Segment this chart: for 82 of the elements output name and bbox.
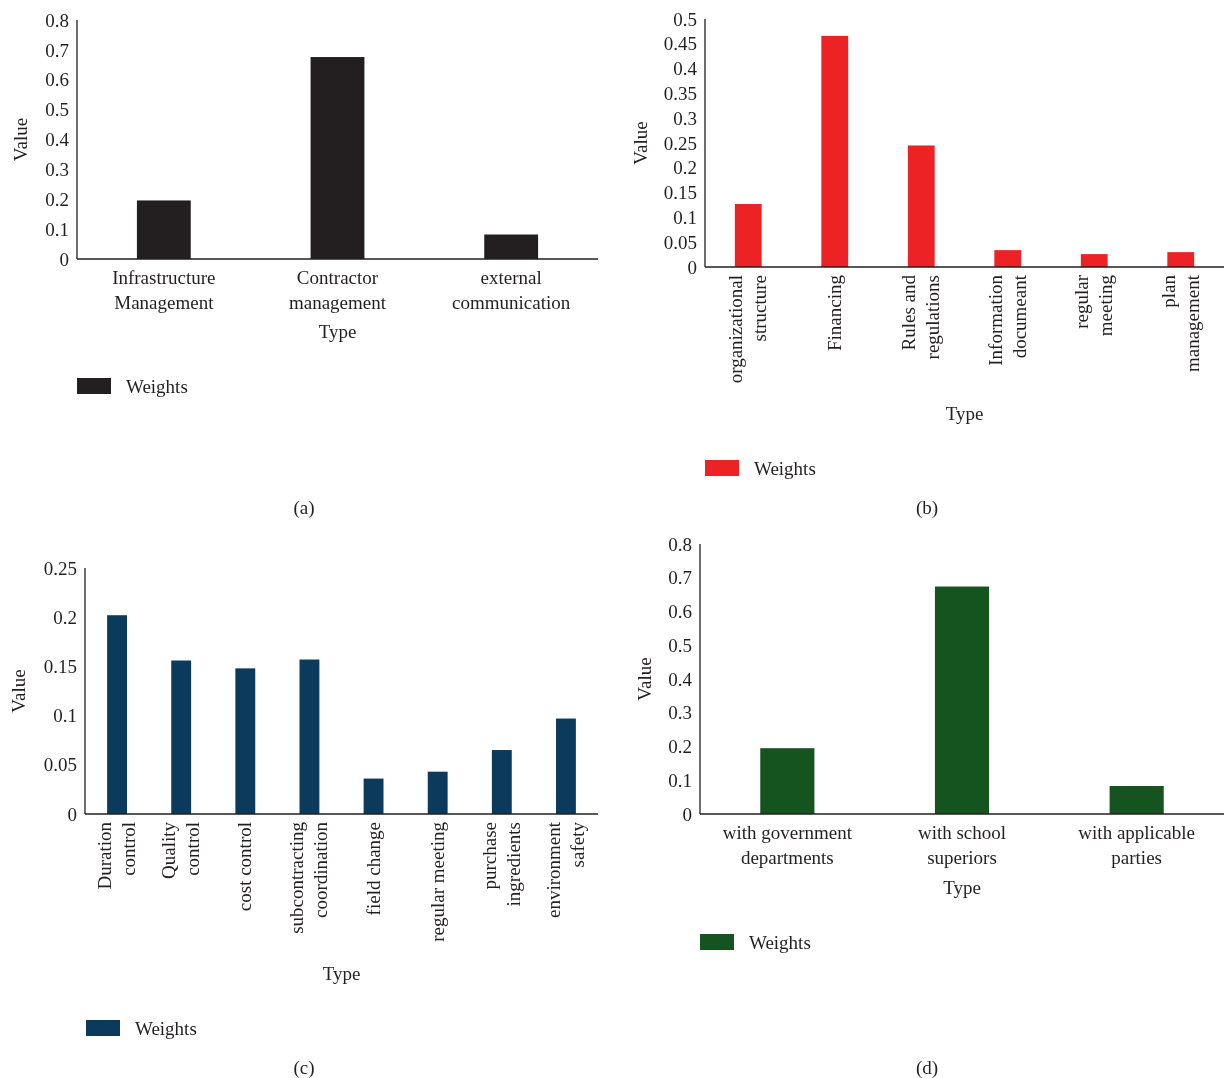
bar xyxy=(934,586,990,814)
x-axis-title: Type xyxy=(322,963,361,984)
y-tick-label: 0 xyxy=(59,248,69,270)
bar xyxy=(171,660,192,814)
y-axis-title: Value xyxy=(7,669,29,713)
bar xyxy=(107,615,127,814)
y-tick-label: 0.4 xyxy=(668,668,693,690)
bar xyxy=(556,718,576,814)
y-axis-title: Value xyxy=(629,121,651,165)
y-tick-label: 0.35 xyxy=(663,83,697,105)
x-tick-label: organizational structure xyxy=(725,275,771,384)
y-axis-title: Value xyxy=(633,657,655,701)
y-tick-label: 0.45 xyxy=(663,33,697,55)
y-tick-label: 0.5 xyxy=(45,99,69,121)
y-tick-label: 0.2 xyxy=(45,188,69,210)
bar xyxy=(994,250,1022,267)
y-tick-label: 0.1 xyxy=(45,218,69,240)
text: (a) xyxy=(293,496,315,519)
y-tick-label: 0.4 xyxy=(673,58,698,80)
bar xyxy=(491,750,512,814)
legend-label: Weights xyxy=(749,931,811,953)
bar xyxy=(821,35,849,267)
bar xyxy=(760,748,815,814)
x-tick-label: Infrastructure Management xyxy=(112,267,216,313)
legend-label: Weights xyxy=(126,375,188,397)
x-tick-label: Duration control xyxy=(94,821,140,890)
bar xyxy=(1109,785,1164,814)
y-tick-label: 0 xyxy=(67,803,77,825)
y-tick-label: 0.25 xyxy=(43,557,77,579)
x-axis-title: Type xyxy=(943,877,981,898)
y-tick-label: 0.6 xyxy=(45,69,69,91)
x-tick-label: Rules and regulations xyxy=(898,274,944,360)
bar xyxy=(1167,252,1195,267)
y-tick-label: 0.15 xyxy=(663,182,697,204)
y-axis-title: Value xyxy=(9,117,31,162)
y-tick-label: 0 xyxy=(687,256,697,278)
text: (d) xyxy=(915,1056,939,1078)
bar xyxy=(907,145,935,267)
x-tick-label: Contractor management xyxy=(288,267,387,313)
bar xyxy=(734,204,762,267)
x-tick-label: with applicable parties xyxy=(1078,822,1195,868)
x-tick-label: with school superiors xyxy=(917,822,1007,868)
bar xyxy=(235,668,256,814)
y-tick-label: 0.8 xyxy=(668,533,692,555)
x-tick-label: cost control xyxy=(234,822,256,912)
y-tick-label: 0.05 xyxy=(43,754,77,776)
x-tick-label: with government departments xyxy=(722,822,853,868)
y-tick-label: 0.15 xyxy=(43,656,77,678)
bar xyxy=(427,771,448,814)
text: (b) xyxy=(915,496,939,519)
legend-label: Weights xyxy=(135,1017,197,1039)
y-tick-label: 0.1 xyxy=(53,705,77,727)
y-tick-label: 0.1 xyxy=(668,769,692,791)
y-tick-label: 0.2 xyxy=(53,606,77,628)
y-tick-label: 0.4 xyxy=(45,129,70,151)
x-tick-label: Financing xyxy=(823,274,845,351)
y-tick-label: 0.1 xyxy=(673,207,697,229)
y-tick-label: 0.7 xyxy=(45,39,69,61)
y-tick-label: 0.5 xyxy=(673,8,697,30)
bar xyxy=(1080,254,1108,267)
x-tick-label: regular meeting xyxy=(1071,274,1117,337)
legend-label: Weights xyxy=(754,457,816,479)
y-tick-label: 0.05 xyxy=(663,231,697,253)
x-axis-title: Type xyxy=(945,403,984,424)
y-tick-label: 0.8 xyxy=(45,9,69,31)
y-tick-label: 0.3 xyxy=(45,159,69,181)
y-tick-label: 0.7 xyxy=(668,567,692,589)
x-axis-title: Type xyxy=(318,321,357,342)
text: (c) xyxy=(293,1056,315,1078)
y-tick-label: 0.3 xyxy=(673,107,697,129)
y-tick-label: 0.6 xyxy=(668,601,692,623)
bar xyxy=(299,659,320,814)
y-tick-label: 0.25 xyxy=(663,132,697,154)
y-tick-label: 0 xyxy=(682,803,692,825)
x-tick-label: field change xyxy=(362,822,384,916)
y-tick-label: 0.2 xyxy=(673,157,697,179)
bar xyxy=(363,778,384,814)
y-tick-label: 0.3 xyxy=(668,702,692,724)
x-tick-label: regular meeting xyxy=(426,821,448,942)
x-tick-label: external communication xyxy=(452,267,571,313)
y-tick-label: 0.5 xyxy=(668,634,692,656)
y-tick-label: 0.2 xyxy=(668,736,692,758)
